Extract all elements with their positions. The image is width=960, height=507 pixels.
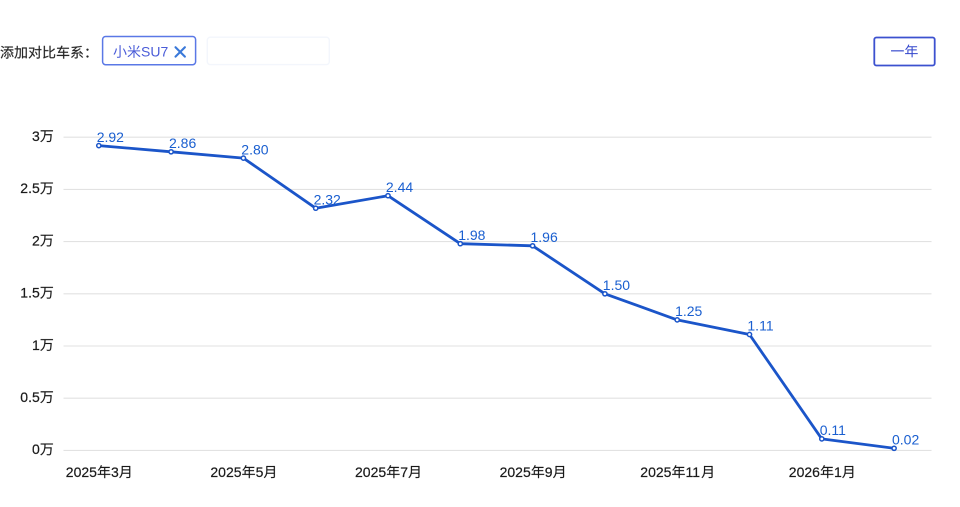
- svg-text:2025: 2025: [66, 464, 97, 480]
- svg-text:2.80: 2.80: [241, 141, 268, 157]
- svg-text:1.11: 1.11: [747, 318, 773, 334]
- svg-text:2.92: 2.92: [97, 129, 124, 145]
- svg-text:11: 11: [686, 464, 701, 480]
- svg-text:2.32: 2.32: [314, 191, 341, 207]
- svg-text:2025: 2025: [210, 464, 241, 480]
- svg-text:5: 5: [256, 464, 264, 480]
- svg-text:2026: 2026: [789, 464, 820, 480]
- svg-text:1: 1: [834, 464, 842, 480]
- svg-text:1.50: 1.50: [603, 277, 630, 293]
- svg-text:0: 0: [32, 441, 40, 457]
- svg-text:3: 3: [32, 128, 40, 144]
- svg-text:1.96: 1.96: [531, 229, 558, 245]
- svg-text:9: 9: [545, 464, 553, 480]
- svg-text:0.11: 0.11: [820, 422, 846, 438]
- svg-text:1.5: 1.5: [20, 285, 40, 301]
- svg-text:2: 2: [32, 232, 40, 248]
- svg-text:0.02: 0.02: [892, 432, 919, 448]
- svg-text:3: 3: [111, 464, 119, 480]
- svg-text:2.5: 2.5: [20, 180, 40, 196]
- svg-text:7: 7: [400, 464, 408, 480]
- svg-text:2025: 2025: [355, 464, 386, 480]
- svg-text:0.5: 0.5: [20, 389, 40, 405]
- svg-text:1.98: 1.98: [458, 227, 485, 243]
- svg-text:2025: 2025: [640, 464, 671, 480]
- svg-text:1.25: 1.25: [675, 303, 702, 319]
- svg-text:1: 1: [32, 337, 40, 353]
- svg-text:2.86: 2.86: [169, 135, 196, 151]
- svg-text:SU7: SU7: [141, 44, 168, 60]
- svg-text:2.44: 2.44: [386, 179, 413, 195]
- svg-text:2025: 2025: [500, 464, 531, 480]
